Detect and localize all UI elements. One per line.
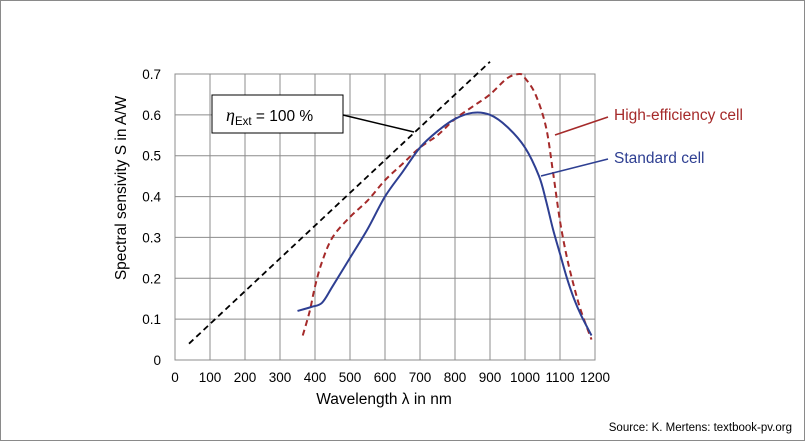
eta-ext-label-box	[211, 94, 344, 134]
x-tick-label: 700	[409, 370, 432, 385]
x-tick-label: 1200	[580, 370, 610, 385]
eta-ext-leader-line	[342, 114, 415, 133]
y-tick-label: 0	[153, 353, 161, 368]
x-tick-label: 0	[171, 370, 179, 385]
source-credit: Source: K. Mertens: textbook-pv.org	[608, 422, 792, 434]
y-tick-label: 0.3	[142, 230, 161, 245]
y-tick-label: 0.6	[142, 108, 161, 123]
x-tick-label: 500	[339, 370, 362, 385]
x-tick-label: 300	[269, 370, 292, 385]
y-tick-label: 0.7	[142, 67, 161, 82]
x-tick-label: 400	[304, 370, 327, 385]
eta-symbol: η	[226, 105, 235, 125]
standard-cell-curve	[297, 111, 593, 336]
eta-value: = 100 %	[252, 108, 314, 125]
y-tick-label: 0.1	[142, 312, 161, 327]
eta-subscript: Ext	[235, 116, 252, 128]
x-tick-label: 800	[444, 370, 467, 385]
x-tick-labels: 0 100 200 300 400 500 600 700 800 900 1000 1100 1200	[171, 370, 610, 385]
x-tick-label: 200	[234, 370, 257, 385]
high-efficiency-leader-line	[554, 116, 609, 136]
standard-cell-leader-line	[540, 158, 609, 177]
y-axis-title: Spectral sensivity S in A/W	[113, 95, 130, 280]
plot-border	[174, 73, 596, 361]
y-tick-label: 0.2	[142, 271, 161, 286]
y-tick-labels: 0 0.1 0.2 0.3 0.4 0.5 0.6 0.7	[142, 67, 161, 368]
x-tick-label: 900	[479, 370, 502, 385]
eta-ext-100-line	[188, 61, 491, 345]
x-axis-title: Wavelength λ in nm	[316, 391, 452, 408]
x-tick-label: 1000	[510, 370, 540, 385]
high-efficiency-curve	[301, 72, 593, 340]
eta-ext-label: ηExt = 100 %	[226, 105, 313, 128]
high-efficiency-label: High-efficiency cell	[614, 107, 743, 124]
standard-cell-label: Standard cell	[614, 150, 704, 167]
x-tick-label: 600	[374, 370, 397, 385]
y-tick-label: 0.4	[142, 190, 161, 205]
x-tick-label: 100	[199, 370, 222, 385]
x-tick-label: 1100	[545, 370, 574, 385]
y-tick-label: 0.5	[142, 149, 161, 164]
series-group	[188, 61, 593, 345]
